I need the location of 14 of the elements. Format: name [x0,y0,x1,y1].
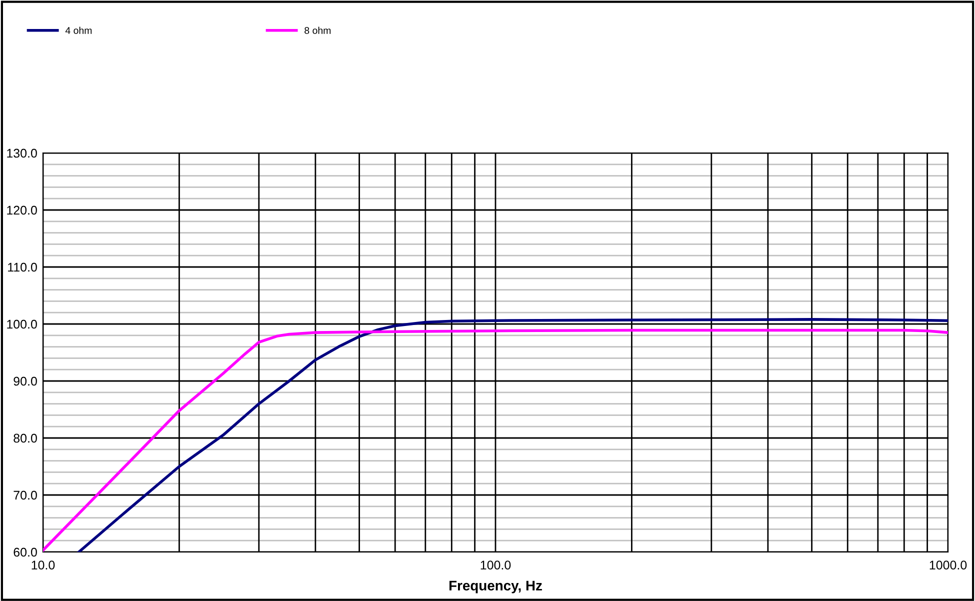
y-tick-label: 120.0 [7,206,37,215]
x-tick-label: 100.0 [480,560,511,570]
x-axis-title: Frequency, Hz [449,580,542,594]
y-tick-label: 130.0 [7,148,37,158]
y-tick-label: 110.0 [8,262,37,272]
y-tick-label: 70.0 [14,490,37,500]
y-tick-label: 100.0 [7,320,37,329]
y-tick-label: 90.0 [14,376,37,386]
x-tick-label: 1000.0 [930,560,967,570]
y-tick-label: 60.0 [14,548,37,557]
legend-label: 4 ohm [65,26,92,34]
y-tick-label: 80.0 [14,434,37,443]
legend-label: 8 ohm [304,26,331,34]
x-tick-label: 10.0 [32,560,55,570]
